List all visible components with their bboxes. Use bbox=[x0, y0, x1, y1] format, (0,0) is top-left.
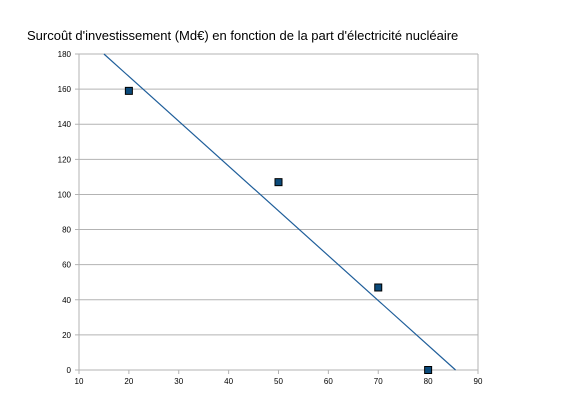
x-tick-label: 90 bbox=[474, 377, 483, 386]
x-tick-label: 80 bbox=[424, 377, 433, 386]
y-tick-label: 40 bbox=[62, 296, 71, 305]
y-tick-label: 0 bbox=[67, 366, 72, 375]
data-point bbox=[374, 283, 383, 292]
y-tick-label: 100 bbox=[58, 190, 72, 199]
y-tick-label: 140 bbox=[58, 120, 72, 129]
x-tick-label: 60 bbox=[324, 377, 333, 386]
trendline bbox=[103, 53, 456, 371]
x-tick-label: 10 bbox=[75, 377, 84, 386]
data-point bbox=[124, 86, 133, 95]
y-tick-label: 20 bbox=[62, 331, 71, 340]
x-tick-label: 70 bbox=[374, 377, 383, 386]
x-tick-label: 30 bbox=[174, 377, 183, 386]
y-tick-label: 180 bbox=[58, 50, 72, 59]
y-tick-label: 160 bbox=[58, 85, 72, 94]
data-point bbox=[274, 178, 283, 187]
y-tick-label: 120 bbox=[58, 155, 72, 164]
chart-title: Surcoût d'investissement (Md€) en foncti… bbox=[27, 28, 459, 43]
data-point bbox=[424, 366, 433, 374]
y-tick-label: 60 bbox=[62, 261, 71, 270]
x-tick-label: 50 bbox=[274, 377, 283, 386]
x-tick-label: 20 bbox=[124, 377, 133, 386]
x-tick-label: 40 bbox=[224, 377, 233, 386]
y-tick-label: 80 bbox=[62, 226, 71, 235]
